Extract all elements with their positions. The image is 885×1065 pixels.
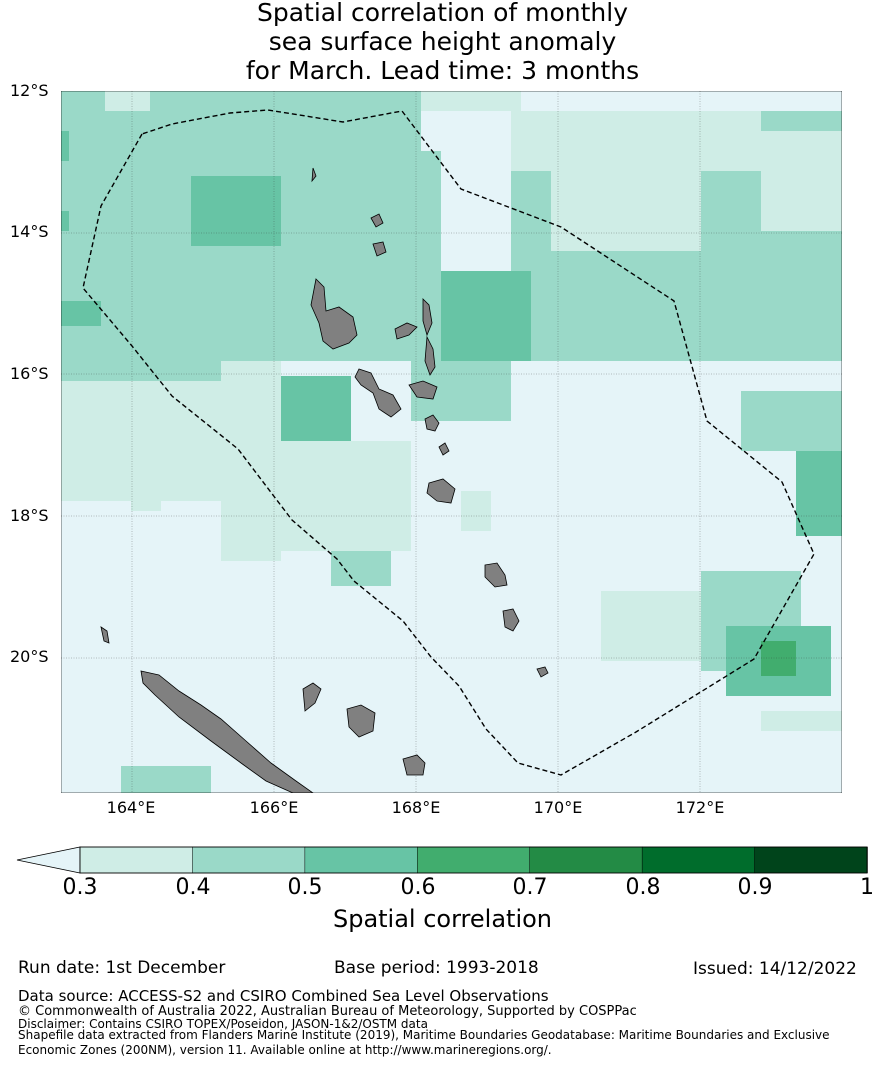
colorbar-tick-0.5: 0.5 <box>287 875 323 900</box>
island-erromango <box>484 562 508 588</box>
island-aneityum <box>536 666 549 678</box>
island-torres <box>311 167 317 183</box>
colorbar-tick-0.3: 0.3 <box>62 875 98 900</box>
island-vanua-lava <box>372 241 387 257</box>
colorbar-tick-0.9: 0.9 <box>737 875 773 900</box>
island-espiritu-santo <box>310 278 358 350</box>
correlation-cell-14 <box>61 131 69 161</box>
disclaimer: Disclaimer: Contains CSIRO TOPEX/Poseido… <box>18 1017 428 1031</box>
run-date: Run date: 1st December <box>18 958 226 978</box>
colorbar <box>16 846 868 874</box>
lat-label-12s: 12°S <box>10 81 49 100</box>
colorbar-tick-0.8: 0.8 <box>625 875 661 900</box>
island-new-caledonia <box>140 670 314 793</box>
data-source: Data source: ACCESS-S2 and CSIRO Combine… <box>18 987 549 1005</box>
island-belep <box>100 626 110 644</box>
eez-boundary <box>82 109 815 776</box>
correlation-cells <box>61 91 842 793</box>
island-maewo <box>422 298 433 337</box>
island-efate <box>426 478 456 504</box>
island-malekula <box>354 368 402 418</box>
colorbar-label: Spatial correlation <box>332 905 553 933</box>
colorbar-segment-4 <box>529 846 643 874</box>
correlation-cell-3 <box>105 91 150 111</box>
island-ambrym <box>408 380 438 400</box>
lat-label-16s: 16°S <box>10 364 49 383</box>
lon-label-164e: 164°E <box>106 798 156 817</box>
island-ambae <box>394 322 418 340</box>
correlation-map <box>61 91 842 793</box>
colorbar-segment-2 <box>304 846 419 874</box>
colorbar-segment-0 <box>79 846 194 874</box>
colorbar-tick-0.4: 0.4 <box>175 875 211 900</box>
island-epi <box>424 414 440 432</box>
island-tanna <box>502 608 520 632</box>
correlation-cell-10 <box>191 176 281 246</box>
correlation-cell-24 <box>281 441 411 551</box>
title-line-3: for March. Lead time: 3 months <box>245 56 640 85</box>
correlation-cell-25 <box>601 591 701 661</box>
correlation-cell-19 <box>761 641 796 676</box>
lat-label-18s: 18°S <box>10 506 49 525</box>
title-line-2: sea surface height anomaly <box>268 27 617 56</box>
correlation-cell-1 <box>421 91 521 111</box>
correlation-cell-7 <box>761 131 842 231</box>
island-land <box>100 167 549 793</box>
correlation-cell-23 <box>221 361 281 561</box>
colorbar-segment-5 <box>641 846 756 874</box>
correlation-cell-30 <box>461 491 491 531</box>
base-period: Base period: 1993-2018 <box>334 958 539 978</box>
colorbar-tick-1: 1 <box>860 875 874 900</box>
shapefile-credit-1: Shapefile data extracted from Flanders M… <box>18 1028 830 1042</box>
correlation-cell-16 <box>796 446 842 536</box>
issued-date: Issued: 14/12/2022 <box>693 959 857 979</box>
lat-label-14s: 14°S <box>10 222 49 241</box>
lon-label-170e: 170°E <box>533 798 583 817</box>
shapefile-credit-2: Economic Zones (200NM), version 11. Avai… <box>18 1043 552 1057</box>
correlation-cell-27 <box>761 711 842 731</box>
colorbar-frame <box>79 846 868 874</box>
island-tongoa <box>438 442 450 456</box>
colorbar-segment-3 <box>417 846 531 874</box>
lon-label-166e: 166°E <box>249 798 299 817</box>
island-pentecost <box>424 335 436 376</box>
correlation-cell-26 <box>121 766 211 793</box>
colorbar-extend-below <box>16 846 81 874</box>
copyright: © Commonwealth of Australia 2022, Austra… <box>18 1004 637 1019</box>
colorbar-tick-0.6: 0.6 <box>400 875 436 900</box>
colorbar-tick-0.7: 0.7 <box>512 875 548 900</box>
title-line-1: Spatial correlation of monthly <box>256 0 629 27</box>
island-mare <box>402 754 426 776</box>
graticule <box>61 91 842 793</box>
correlation-cell-11 <box>441 271 531 361</box>
lon-label-172e: 172°E <box>675 798 725 817</box>
colorbar-segment-1 <box>192 846 306 874</box>
correlation-cell-28 <box>741 391 842 451</box>
correlation-cell-13 <box>61 301 101 326</box>
colorbar-segments <box>79 846 868 874</box>
correlation-cell-15 <box>61 211 69 231</box>
island-gaua <box>370 213 384 228</box>
colorbar-segment-6 <box>754 846 868 874</box>
island-lifou <box>346 704 376 738</box>
lon-label-168e: 168°E <box>391 798 441 817</box>
island-ouvea <box>302 682 322 712</box>
lat-label-20s: 20°S <box>10 647 49 666</box>
correlation-cell-6 <box>551 131 701 251</box>
correlation-cell-29 <box>131 411 161 511</box>
